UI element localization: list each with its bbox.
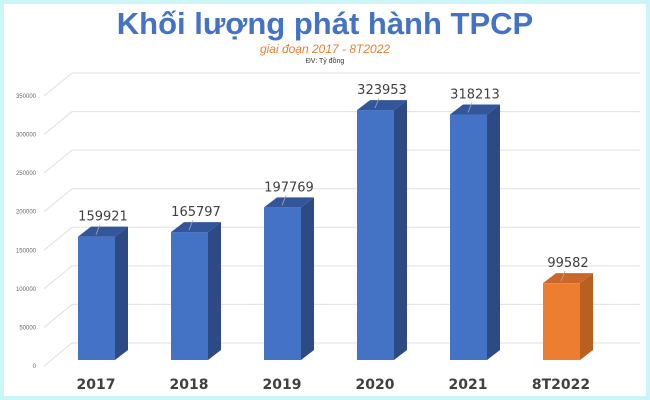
- bar-front: [543, 283, 580, 360]
- y-tick-label: 250000: [16, 171, 37, 177]
- bar-front: [450, 114, 487, 361]
- y-tick-label: 0: [33, 364, 37, 370]
- bar-side: [580, 273, 593, 360]
- bar-top: [171, 222, 221, 233]
- chart-title: Khối lượng phát hành TPCP: [116, 6, 534, 41]
- data-label-leader: [467, 102, 473, 113]
- gridline-depth: [43, 226, 73, 251]
- gridline-depth: [43, 304, 73, 328]
- gridline-depth: [43, 72, 73, 97]
- bar-front: [264, 207, 301, 360]
- x-tick-label: 2018: [170, 377, 209, 393]
- bar-top: [450, 104, 500, 115]
- unit-label: ĐV: Tỷ đồng: [305, 58, 345, 65]
- bar-side: [487, 104, 500, 361]
- bar-side: [301, 197, 314, 360]
- gridline-depth: [43, 149, 73, 174]
- data-label-leader: [95, 224, 101, 235]
- data-label: 197769: [264, 180, 314, 195]
- y-tick-label: 300000: [16, 133, 37, 139]
- bar-side: [115, 226, 128, 360]
- x-tick-label: 8T2022: [532, 377, 590, 393]
- x-tick-label: 2020: [356, 377, 395, 393]
- y-tick-label: 150000: [16, 248, 37, 254]
- bar-front: [357, 110, 394, 360]
- bar-top: [78, 226, 128, 237]
- bar-side: [394, 100, 407, 361]
- gridline-depth: [43, 342, 73, 367]
- gridline-depth: [43, 265, 73, 290]
- gridline-depth: [43, 188, 73, 213]
- data-label: 165797: [171, 205, 221, 220]
- bar-side: [208, 222, 221, 360]
- y-tick-label: 200000: [16, 210, 37, 216]
- data-label: 159921: [78, 210, 128, 225]
- bar-front: [171, 232, 208, 360]
- y-tick-label: 100000: [16, 287, 37, 293]
- x-tick-label: 2019: [263, 377, 302, 393]
- x-tick-label: 2021: [449, 377, 488, 393]
- data-label-leader: [560, 271, 566, 282]
- bar-front: [78, 236, 115, 360]
- data-label-leader: [281, 195, 287, 206]
- data-label-leader: [188, 219, 194, 231]
- data-label: 318213: [450, 88, 500, 103]
- data-label: 323953: [357, 83, 407, 98]
- y-tick-label: 50000: [19, 325, 36, 331]
- bar-top: [264, 197, 314, 208]
- bar-top: [357, 100, 407, 111]
- data-label: 99582: [547, 256, 588, 271]
- x-tick-label: 2017: [77, 377, 116, 393]
- data-label-leader: [374, 97, 380, 109]
- chart-subtitle: giai đoạn 2017 - 8T2022: [259, 42, 391, 56]
- gridline-depth: [43, 111, 73, 135]
- y-tick-label: 350000: [16, 94, 37, 100]
- bar-top: [543, 273, 593, 284]
